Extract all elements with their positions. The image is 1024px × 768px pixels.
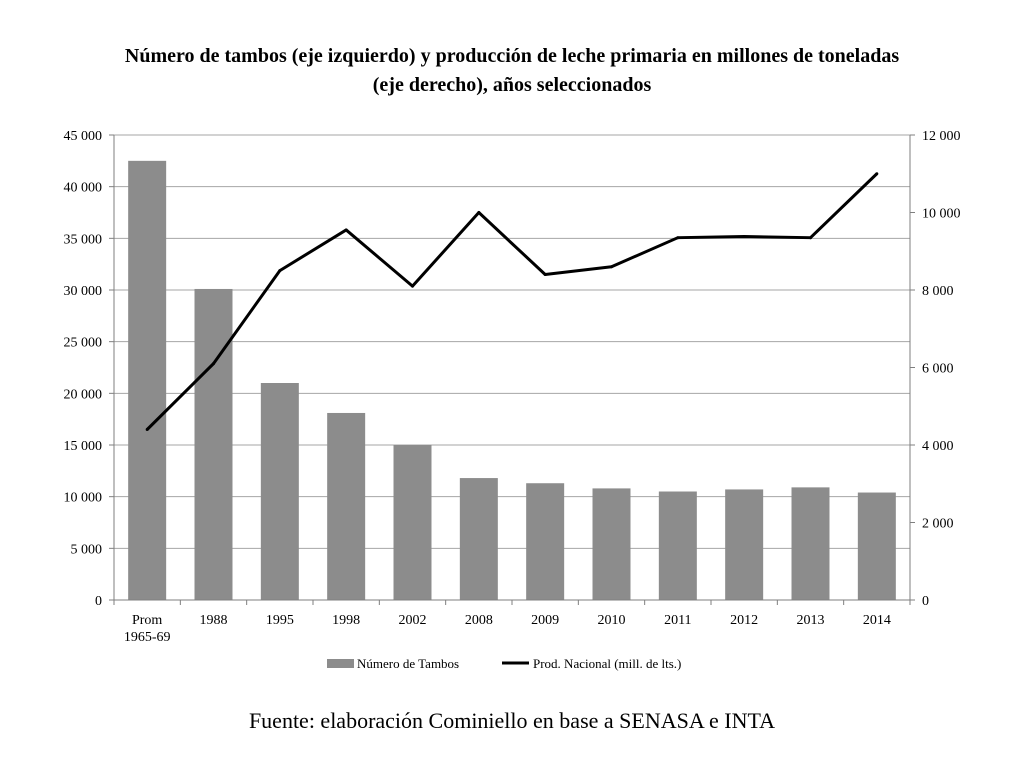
right-axis-tick-label: 10 000 [922,207,961,222]
left-axis-tick-label: 20 000 [64,387,103,402]
left-axis-tick-label: 40 000 [64,181,103,196]
axes [109,134,915,605]
x-axis-tick-label: 1988 [200,613,228,628]
line-point [344,228,348,232]
left-axis-tick-label: 0 [95,594,102,609]
bar [194,288,233,600]
right-axis-tick-label: 12 000 [922,129,961,144]
right-axis-tick-label: 8 000 [922,284,954,299]
line-point [278,269,282,273]
x-axis-tick-label: 2012 [730,613,758,628]
bar [592,488,631,600]
legend: Número de Tambos Prod. Nacional (mill. de… [327,656,681,671]
left-axis-tick-label: 25 000 [64,336,103,351]
left-axis-tick-label: 10 000 [64,491,103,506]
x-axis-tick-label: 2002 [399,613,427,628]
combo-chart: 0 5 000 10 000 15 000 20 000 25 000 30 000 35 0… [64,129,961,671]
right-axis-tick-label: 0 [922,594,929,609]
line-point [477,211,481,214]
chart-title-line-1: Número de tambos (eje izquierdo) y produ… [124,45,900,67]
x-axis-tick-label: Prom 1965-69 [124,613,171,645]
bar [393,445,432,600]
bar-series [128,160,896,601]
tick-labels: 0 5 000 10 000 15 000 20 000 25 000 30 000 35 0… [64,129,961,645]
bar [791,487,830,600]
x-axis-tick-label: 2009 [531,613,559,628]
bar [857,492,896,600]
line-point [212,362,215,366]
line-point [610,265,613,269]
line-point [809,236,812,240]
x-axis-tick-label: 2013 [797,613,825,628]
left-axis-tick-label: 35 000 [64,232,103,247]
line-point [742,235,746,239]
left-axis-tick-label: 15 000 [64,439,103,454]
gridlines [114,134,910,549]
bar [725,489,764,600]
bar [526,483,565,600]
x-axis-tick-label: 2011 [664,613,691,628]
left-axis-tick-label: 45 000 [64,129,103,144]
line-point [145,428,149,431]
x-axis-tick-label: 1998 [332,613,360,628]
right-axis-tick-label: 6 000 [922,362,954,377]
line-point [875,172,879,176]
left-axis-tick-label: 5 000 [71,542,103,557]
source-note: Fuente: elaboración Cominiello en base a… [248,708,776,733]
bar [128,160,167,601]
bar [459,478,498,600]
x-axis-tick-label: 2014 [863,613,891,628]
right-axis-tick-label: 2 000 [922,517,954,532]
legend-bar-swatch [327,659,354,668]
bar [327,412,366,600]
x-axis-tick-label: 1995 [266,613,294,628]
legend-bar-label: Número de Tambos [357,656,459,671]
left-axis-tick-label: 30 000 [64,284,103,299]
line-point [411,284,414,288]
line-point [676,236,680,240]
chart-title-line-2: (eje derecho), años seleccionados [372,74,652,96]
production-line [146,172,878,431]
bar [260,383,299,600]
line-series [145,172,879,431]
x-axis-tick-label: 2008 [465,613,493,628]
bar [658,491,697,600]
right-axis-tick-label: 4 000 [922,439,954,454]
line-point [543,273,547,276]
chart-title: Número de tambos (eje izquierdo) y produ… [0,42,1024,100]
legend-line-label: Prod. Nacional (mill. de lts.) [533,656,681,671]
x-axis-tick-label: 2010 [598,613,626,628]
